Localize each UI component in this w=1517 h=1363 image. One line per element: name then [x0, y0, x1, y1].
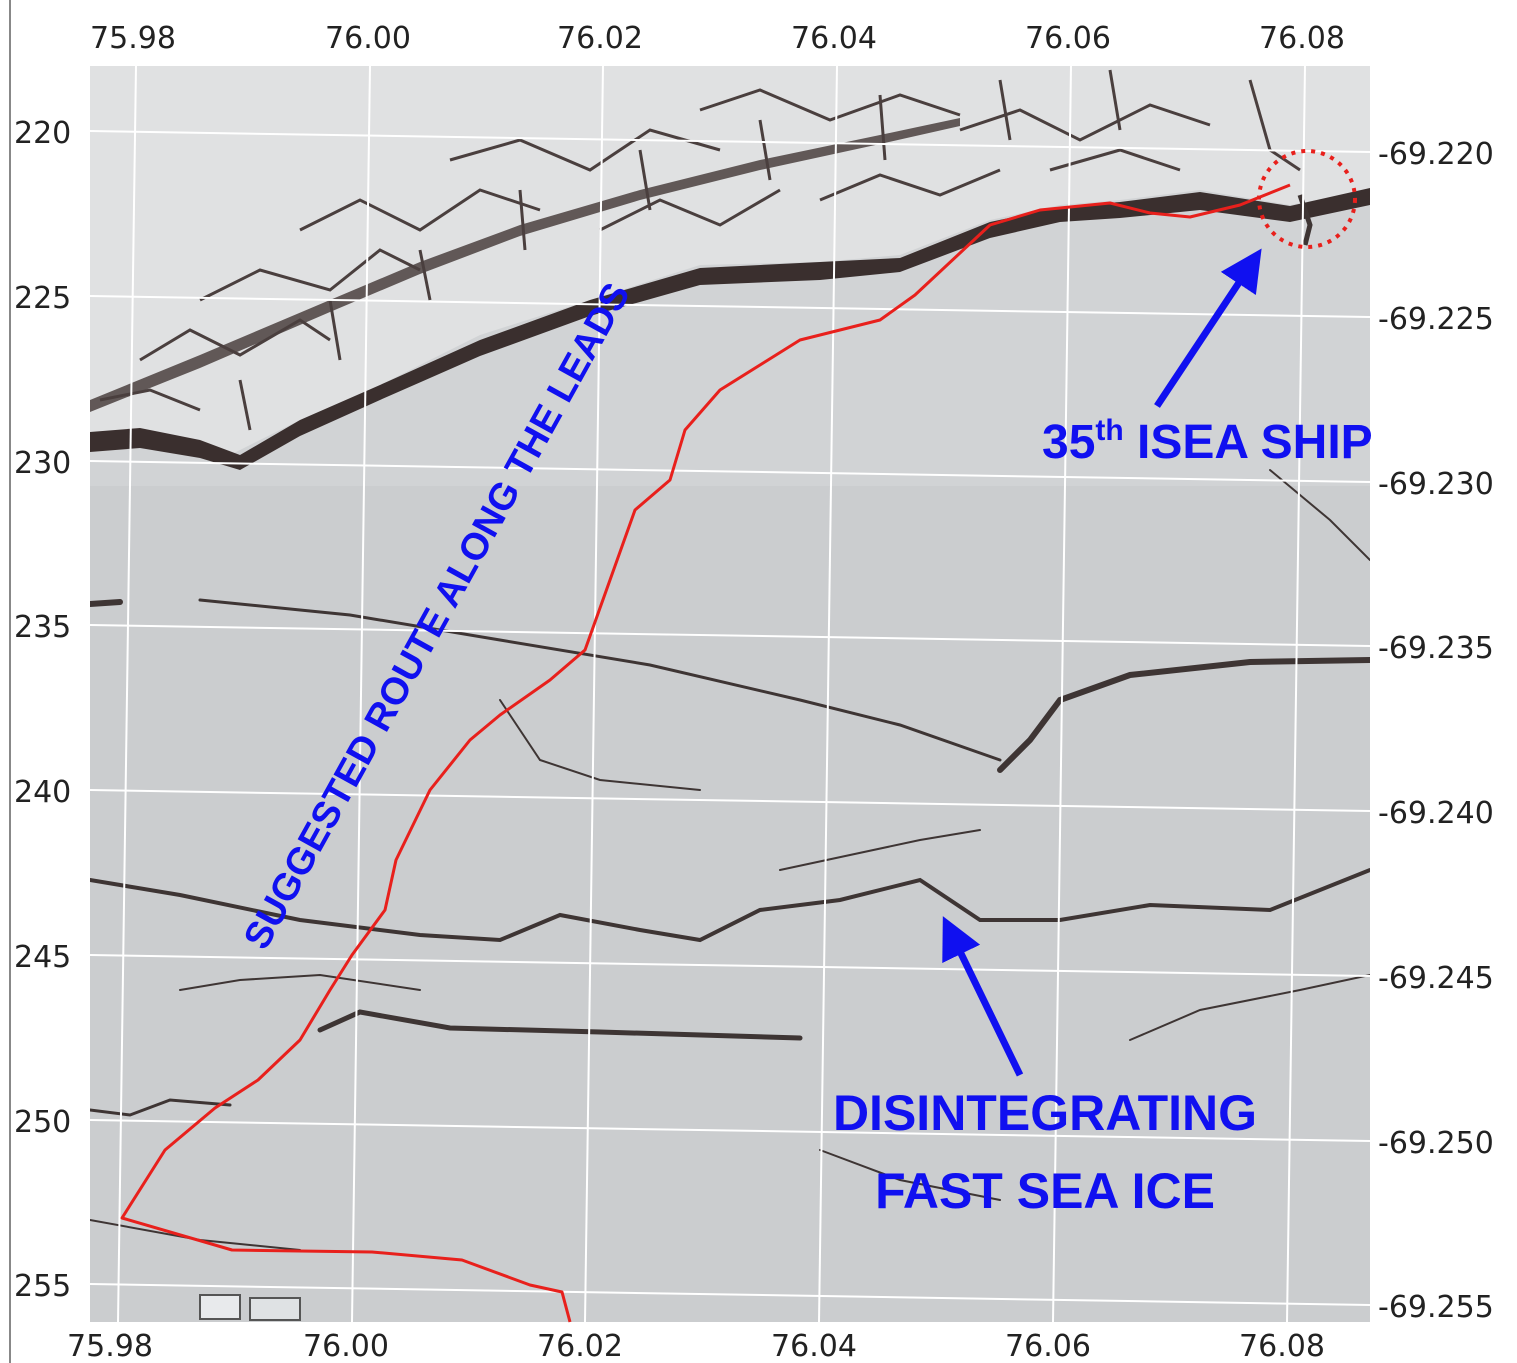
left-y-tick: 235 [14, 610, 71, 645]
left-y-axis: 220 225 230 235 240 245 250 255 [14, 116, 71, 1304]
suggested-route-line [120, 183, 1291, 1323]
left-y-tick: 250 [14, 1105, 71, 1140]
top-lon-tick: 76.04 [791, 21, 877, 56]
ship-annotation: 35th ISEA SHIP [1042, 414, 1373, 469]
left-y-tick: 230 [14, 446, 71, 481]
base-structures [199, 1294, 301, 1321]
right-lat-tick: -69.255 [1378, 1290, 1494, 1325]
right-lat-tick: -69.225 [1378, 302, 1494, 337]
bottom-longitude-axis: 75.98 76.00 76.02 76.04 76.06 76.08 [67, 1329, 1325, 1363]
top-lon-tick: 76.02 [557, 21, 643, 56]
ice-annotation-line1: DISINTEGRATING [833, 1085, 1257, 1141]
left-y-tick: 220 [14, 116, 71, 151]
top-lon-tick: 76.00 [325, 21, 411, 56]
top-lon-tick: 75.98 [90, 21, 176, 56]
top-longitude-axis: 75.98 76.00 76.02 76.04 76.06 76.08 [90, 21, 1345, 56]
bottom-lon-tick: 76.02 [537, 1329, 623, 1363]
left-y-tick: 245 [14, 940, 71, 975]
bottom-lon-tick: 76.08 [1239, 1329, 1325, 1363]
right-lat-tick: -69.245 [1378, 961, 1494, 996]
left-y-tick: 255 [14, 1269, 71, 1304]
right-lat-tick: -69.250 [1378, 1126, 1494, 1161]
ship-annotation-superscript: th [1095, 414, 1123, 447]
ship-annotation-number: 35 [1042, 416, 1095, 469]
ice-annotation-line2: FAST SEA ICE [875, 1163, 1215, 1219]
ship-location-marker [1257, 149, 1357, 249]
right-latitude-axis: -69.220 -69.225 -69.230 -69.235 -69.240 … [1378, 137, 1494, 1325]
fast-ice-cracks [90, 469, 1370, 1251]
right-lat-tick: -69.235 [1378, 631, 1494, 666]
bottom-lon-tick: 76.04 [771, 1329, 857, 1363]
right-lat-tick: -69.240 [1378, 796, 1494, 831]
bottom-lon-tick: 76.06 [1005, 1329, 1091, 1363]
broken-pack-ice [90, 66, 1370, 455]
top-lon-tick: 76.08 [1259, 21, 1345, 56]
left-y-tick: 240 [14, 775, 71, 810]
bottom-lon-tick: 75.98 [67, 1329, 153, 1363]
left-y-tick: 225 [14, 281, 71, 316]
top-lon-tick: 76.06 [1025, 21, 1111, 56]
coordinate-grid [90, 66, 1370, 1322]
right-lat-tick: -69.220 [1378, 137, 1494, 172]
ship-annotation-text: ISEA SHIP [1124, 416, 1373, 469]
right-lat-tick: -69.230 [1378, 467, 1494, 502]
bottom-lon-tick: 76.00 [303, 1329, 389, 1363]
ice-pointer-arrow [942, 916, 1024, 1077]
ship-pointer-arrow [1154, 248, 1262, 408]
